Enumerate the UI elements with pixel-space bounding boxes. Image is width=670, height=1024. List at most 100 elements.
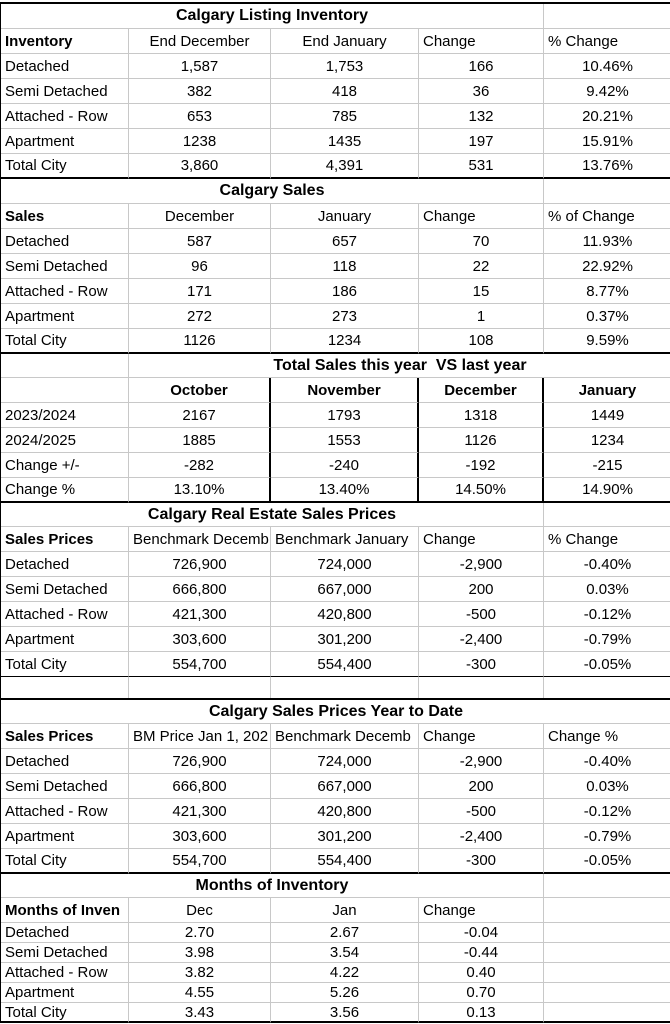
data-cell: 657: [271, 229, 419, 254]
data-cell: -2,400: [419, 627, 544, 652]
column-header: Dec: [129, 898, 271, 923]
row-label: Apartment: [1, 627, 129, 652]
column-header: [544, 898, 670, 923]
column-header: End January: [271, 29, 419, 54]
table-row: Total City 554,700 554,400 -300 -0.05%: [1, 849, 670, 874]
data-cell: -0.44: [419, 943, 544, 963]
data-cell: -300: [419, 849, 544, 874]
column-header: Sales Prices: [1, 527, 129, 552]
data-cell: 1238: [129, 129, 271, 154]
table-row: Change +/- -282 -240 -192 -215: [1, 453, 670, 478]
data-cell: 301,200: [271, 627, 419, 652]
data-cell: 420,800: [271, 799, 419, 824]
data-cell: 1793: [271, 403, 419, 428]
header-row: October November December January: [1, 378, 670, 403]
data-cell: -2,900: [419, 552, 544, 577]
data-cell: 1126: [419, 428, 544, 453]
column-header: % Change: [544, 527, 670, 552]
data-cell: 666,800: [129, 577, 271, 602]
column-header: Change: [419, 527, 544, 552]
column-header: Jan: [271, 898, 419, 923]
row-label: Detached: [1, 229, 129, 254]
table-row: Apartment 1238 1435 197 15.91%: [1, 129, 670, 154]
data-cell: 554,700: [129, 652, 271, 677]
data-cell: 200: [419, 774, 544, 799]
data-cell: 3.98: [129, 943, 271, 963]
data-cell: -0.05%: [544, 849, 670, 874]
table-row: Detached 726,900 724,000 -2,900 -0.40%: [1, 552, 670, 577]
column-header: November: [271, 378, 419, 403]
data-cell: 724,000: [271, 749, 419, 774]
row-label: Change +/-: [1, 453, 129, 478]
column-header: Change: [419, 204, 544, 229]
column-header: Benchmark Decemb: [129, 527, 271, 552]
empty-cell: [419, 677, 544, 698]
table-row: Attached - Row 171 186 15 8.77%: [1, 279, 670, 304]
data-cell: -0.12%: [544, 602, 670, 627]
data-cell: 11.93%: [544, 229, 670, 254]
row-label: Attached - Row: [1, 963, 129, 983]
data-cell: 3.82: [129, 963, 271, 983]
empty-cell: [129, 677, 271, 698]
data-cell: 9.59%: [544, 329, 670, 354]
data-cell: 303,600: [129, 627, 271, 652]
data-cell: -0.40%: [544, 552, 670, 577]
section-title: Calgary Sales: [1, 179, 544, 204]
row-label: 2024/2025: [1, 428, 129, 453]
row-label: Semi Detached: [1, 943, 129, 963]
data-cell: [544, 923, 670, 943]
column-header: December: [129, 204, 271, 229]
column-header: Sales Prices: [1, 724, 129, 749]
table-row: Apartment 4.55 5.26 0.70: [1, 983, 670, 1003]
table-row: Semi Detached 666,800 667,000 200 0.03%: [1, 577, 670, 602]
table-row: Apartment 303,600 301,200 -2,400 -0.79%: [1, 627, 670, 652]
data-cell: 587: [129, 229, 271, 254]
header-row: Sales December January Change% of Change: [1, 204, 670, 229]
table-row: Apartment 272 273 1 0.37%: [1, 304, 670, 329]
row-label: Detached: [1, 749, 129, 774]
row-label: Semi Detached: [1, 79, 129, 104]
data-cell: 171: [129, 279, 271, 304]
data-cell: 531: [419, 154, 544, 179]
row-label: Apartment: [1, 129, 129, 154]
data-cell: 2.67: [271, 923, 419, 943]
data-cell: 15.91%: [544, 129, 670, 154]
header-row: Inventory End December End January Change% …: [1, 29, 670, 54]
data-cell: 3.43: [129, 1003, 271, 1023]
column-header: Benchmark January: [271, 527, 419, 552]
empty-cell: [544, 4, 670, 29]
section-title: Months of Inventory: [1, 874, 544, 898]
section-title-row: Calgary Real Estate Sales Prices: [1, 503, 670, 527]
row-label: Attached - Row: [1, 602, 129, 627]
data-cell: 36: [419, 79, 544, 104]
data-cell: [544, 983, 670, 1003]
data-cell: 70: [419, 229, 544, 254]
table-row: Semi Detached 96 118 22 22.92%: [1, 254, 670, 279]
data-cell: 96: [129, 254, 271, 279]
column-header: Change %: [544, 724, 670, 749]
table-row: Attached - Row 653 785 132 20.21%: [1, 104, 670, 129]
table-row: 2023/2024 2167 1793 1318 1449: [1, 403, 670, 428]
table-row: Apartment 303,600 301,200 -2,400 -0.79%: [1, 824, 670, 849]
empty-cell: [544, 677, 670, 698]
data-cell: 5.26: [271, 983, 419, 1003]
data-cell: 4.55: [129, 983, 271, 1003]
row-label: 2023/2024: [1, 403, 129, 428]
row-label: Detached: [1, 923, 129, 943]
table-row: Total City 554,700 554,400 -300 -0.05%: [1, 652, 670, 677]
empty-cell: [1, 677, 129, 698]
data-cell: 1126: [129, 329, 271, 354]
data-cell: 653: [129, 104, 271, 129]
data-cell: 1449: [544, 403, 670, 428]
data-cell: 2.70: [129, 923, 271, 943]
column-header: Months of Inven: [1, 898, 129, 923]
data-cell: 418: [271, 79, 419, 104]
data-cell: 667,000: [271, 577, 419, 602]
data-cell: 1234: [271, 329, 419, 354]
data-cell: -192: [419, 453, 544, 478]
column-header: December: [419, 378, 544, 403]
data-cell: 421,300: [129, 602, 271, 627]
data-cell: 1885: [129, 428, 271, 453]
table-row: Attached - Row 3.82 4.22 0.40: [1, 963, 670, 983]
